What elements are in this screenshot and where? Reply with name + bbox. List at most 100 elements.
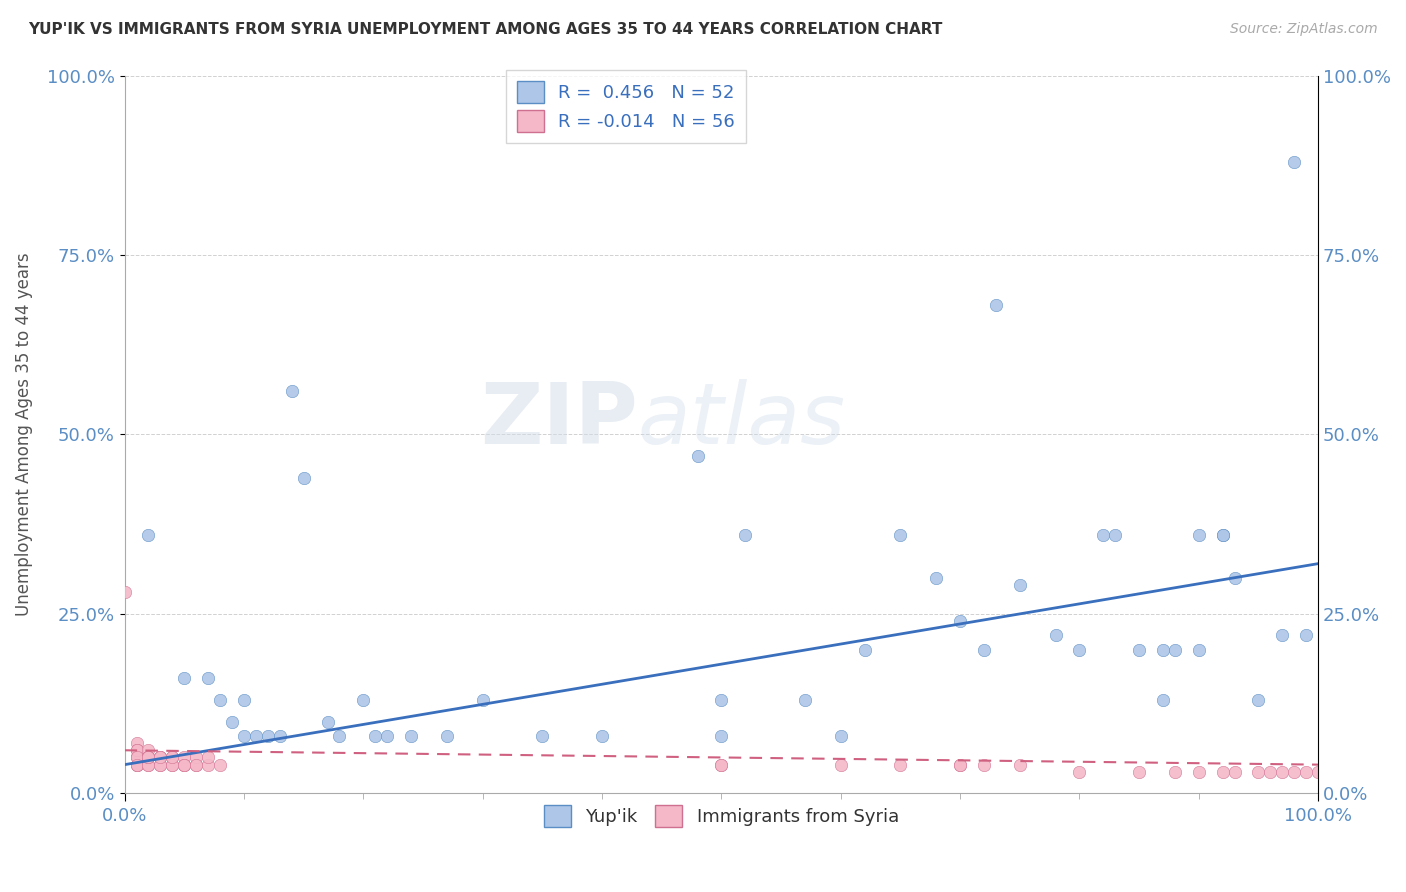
Text: ZIP: ZIP — [479, 378, 638, 461]
Point — [1128, 764, 1150, 779]
Point — [125, 750, 148, 764]
Point — [889, 757, 911, 772]
Point — [1295, 628, 1317, 642]
Point — [1247, 764, 1270, 779]
Point — [138, 750, 160, 764]
Point — [1008, 757, 1031, 772]
Point — [149, 750, 172, 764]
Point — [1271, 764, 1294, 779]
Point — [1284, 764, 1306, 779]
Point — [1164, 764, 1187, 779]
Point — [1152, 693, 1174, 707]
Point — [591, 729, 613, 743]
Point — [149, 750, 172, 764]
Point — [162, 750, 184, 764]
Point — [734, 528, 756, 542]
Point — [173, 750, 195, 764]
Point — [853, 642, 876, 657]
Point — [162, 757, 184, 772]
Point — [125, 750, 148, 764]
Point — [1271, 628, 1294, 642]
Point — [280, 384, 302, 399]
Point — [173, 672, 195, 686]
Point — [973, 757, 995, 772]
Point — [710, 693, 733, 707]
Point — [1212, 528, 1234, 542]
Point — [1164, 642, 1187, 657]
Point — [125, 757, 148, 772]
Point — [221, 714, 243, 729]
Point — [186, 757, 208, 772]
Point — [138, 750, 160, 764]
Point — [1188, 642, 1211, 657]
Point — [352, 693, 374, 707]
Point — [197, 750, 219, 764]
Point — [138, 750, 160, 764]
Text: Source: ZipAtlas.com: Source: ZipAtlas.com — [1230, 22, 1378, 37]
Point — [138, 757, 160, 772]
Point — [973, 642, 995, 657]
Point — [256, 729, 278, 743]
Point — [209, 693, 232, 707]
Point — [1128, 642, 1150, 657]
Point — [138, 757, 160, 772]
Point — [316, 714, 339, 729]
Point — [1104, 528, 1126, 542]
Point — [209, 757, 232, 772]
Point — [138, 743, 160, 757]
Point — [793, 693, 815, 707]
Point — [173, 757, 195, 772]
Point — [710, 757, 733, 772]
Point — [162, 757, 184, 772]
Point — [830, 729, 852, 743]
Point — [186, 750, 208, 764]
Point — [710, 729, 733, 743]
Point — [1008, 578, 1031, 592]
Point — [125, 743, 148, 757]
Point — [1295, 764, 1317, 779]
Point — [1188, 764, 1211, 779]
Point — [186, 757, 208, 772]
Point — [328, 729, 350, 743]
Point — [984, 298, 1007, 312]
Point — [889, 528, 911, 542]
Point — [138, 750, 160, 764]
Point — [1247, 693, 1270, 707]
Point — [830, 757, 852, 772]
Point — [925, 571, 948, 585]
Point — [1069, 642, 1091, 657]
Point — [233, 729, 256, 743]
Point — [1212, 764, 1234, 779]
Point — [125, 757, 148, 772]
Legend: Yup'ik, Immigrants from Syria: Yup'ik, Immigrants from Syria — [536, 798, 907, 835]
Point — [1069, 764, 1091, 779]
Text: atlas: atlas — [638, 378, 846, 461]
Point — [1260, 764, 1282, 779]
Point — [1284, 154, 1306, 169]
Point — [1045, 628, 1067, 642]
Point — [471, 693, 494, 707]
Point — [949, 614, 972, 628]
Point — [364, 729, 387, 743]
Point — [197, 672, 219, 686]
Y-axis label: Unemployment Among Ages 35 to 44 years: Unemployment Among Ages 35 to 44 years — [15, 252, 32, 616]
Point — [162, 750, 184, 764]
Point — [149, 757, 172, 772]
Point — [125, 757, 148, 772]
Point — [1212, 528, 1234, 542]
Point — [149, 750, 172, 764]
Point — [949, 757, 972, 772]
Point — [197, 757, 219, 772]
Point — [149, 757, 172, 772]
Point — [125, 743, 148, 757]
Point — [1092, 528, 1115, 542]
Point — [1152, 642, 1174, 657]
Point — [269, 729, 291, 743]
Point — [375, 729, 398, 743]
Point — [531, 729, 554, 743]
Point — [233, 693, 256, 707]
Point — [245, 729, 267, 743]
Point — [710, 757, 733, 772]
Point — [292, 470, 315, 484]
Point — [173, 757, 195, 772]
